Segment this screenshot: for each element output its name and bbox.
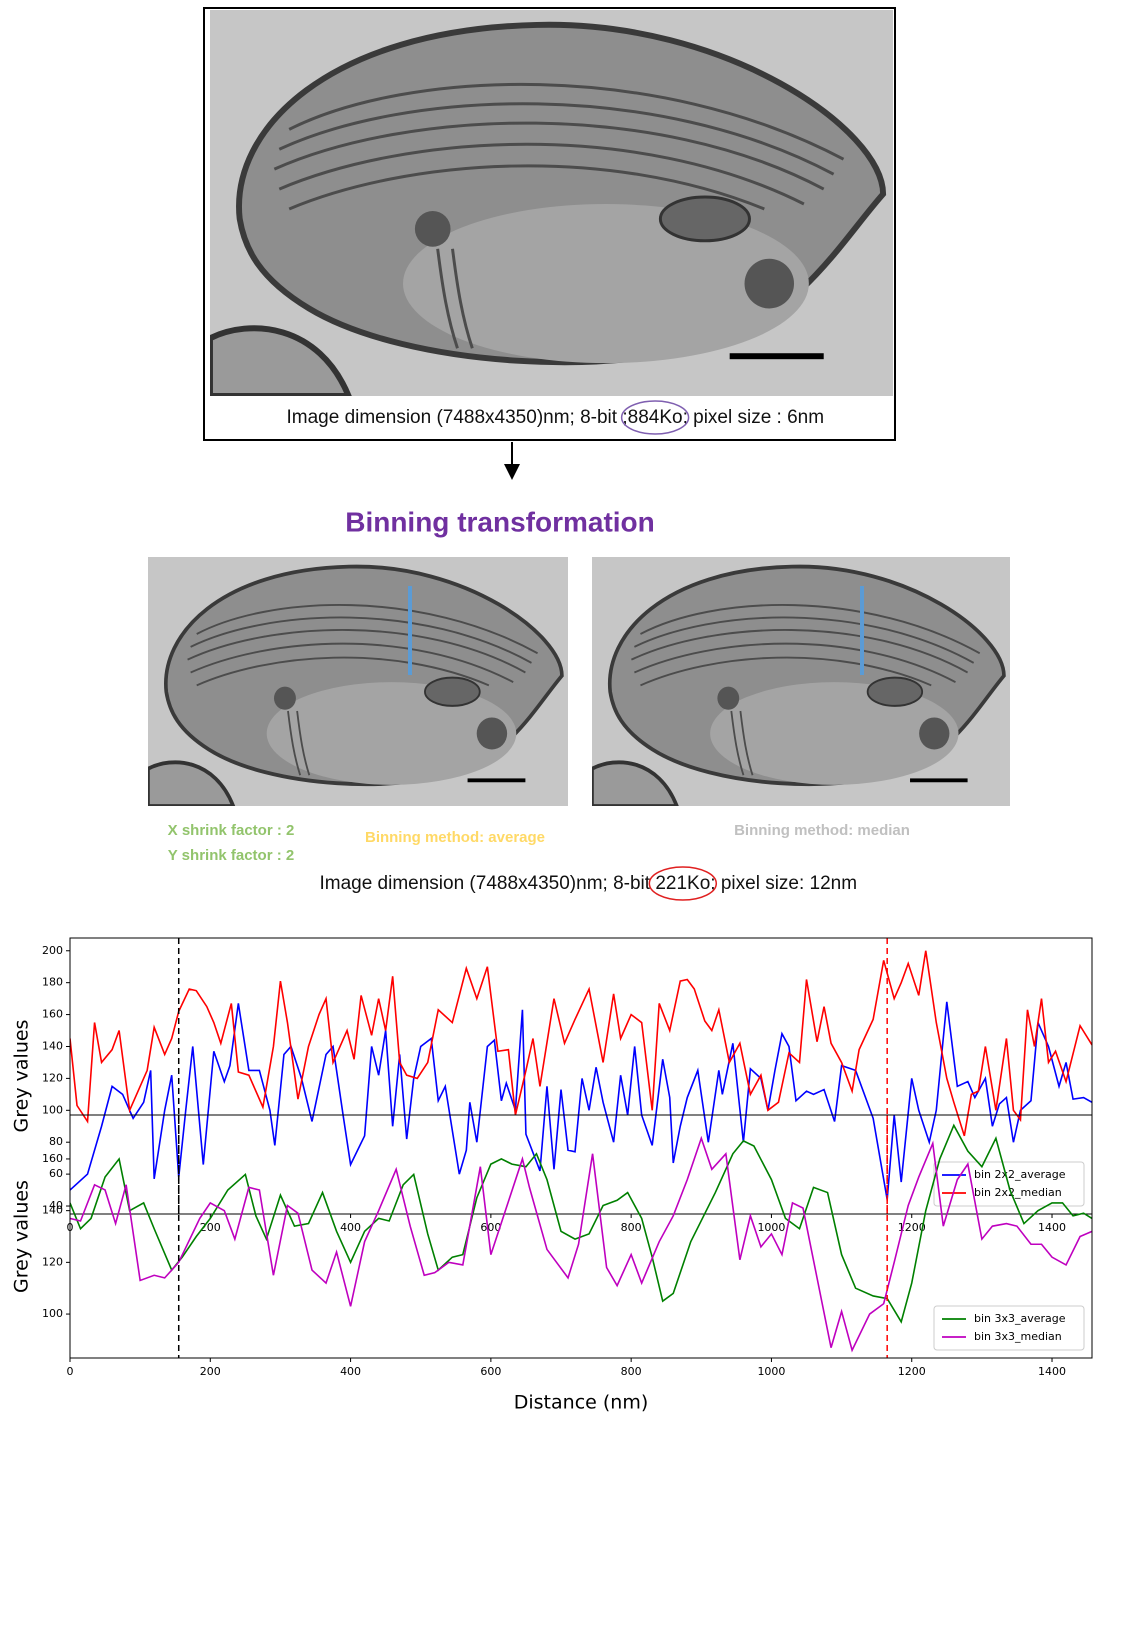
x-tick-label: 1000 (757, 1365, 785, 1378)
binning-caption: Image dimension (7488x4350)nm; 8-bit 221… (293, 873, 873, 894)
binning-title: Binning transformation (345, 506, 655, 537)
y-axis-label: Grey values (11, 1020, 33, 1133)
y-tick-label: 140 (42, 1204, 63, 1217)
arrow-head (504, 464, 520, 480)
x-tick-label: 1200 (898, 1365, 926, 1378)
legend-label: bin 3x3_average (974, 1312, 1066, 1325)
micrograph-median (592, 557, 1010, 806)
x-tick-label: 1400 (1038, 1221, 1066, 1234)
y-tick-label: 100 (42, 1307, 63, 1320)
x-axis-label: Distance (nm) (514, 1392, 649, 1414)
legend-label: bin 2x2_average (974, 1168, 1066, 1181)
y-shrink-label: Y shrink factor : 2 (168, 847, 294, 864)
x-tick-label: 800 (621, 1221, 642, 1234)
micrograph (210, 10, 893, 396)
x-tick-label: 800 (621, 1365, 642, 1378)
x-tick-label: 1400 (1038, 1365, 1066, 1378)
caption-part: ; pixel size: 12nm (710, 873, 857, 894)
x-tick-label: 600 (480, 1365, 501, 1378)
series-line (70, 951, 1092, 1136)
average-label: Binning method: average (365, 829, 545, 846)
y-tick-label: 120 (42, 1071, 63, 1084)
x-tick-label: 200 (200, 1365, 221, 1378)
y-tick-label: 160 (42, 1008, 63, 1021)
y-tick-label: 200 (42, 944, 63, 957)
figure: Image dimension (7488x4350)nm; 8-bit ;88… (0, 0, 1135, 1630)
legend-label: bin 2x2_median (974, 1186, 1062, 1199)
top-caption: Image dimension (7488x4350)nm; 8-bit ;88… (260, 407, 840, 428)
y-tick-label: 100 (42, 1103, 63, 1116)
x-tick-label: 400 (340, 1221, 361, 1234)
legend-label: bin 3x3_median (974, 1330, 1062, 1343)
x-tick-label: 400 (340, 1365, 361, 1378)
micrograph-average (148, 557, 568, 806)
caption-part: Image dimension (7488x4350)nm; 8-bit (319, 873, 655, 894)
caption-highlight: 221Ko (655, 873, 710, 894)
caption-part: Image dimension (7488x4350)nm; 8-bit ; (286, 407, 627, 428)
y-axis-label: Grey values (11, 1180, 33, 1293)
median-label: Binning method: median (734, 822, 910, 839)
y-tick-label: 140 (42, 1039, 63, 1052)
y-tick-label: 160 (42, 1152, 63, 1165)
y-tick-label: 120 (42, 1255, 63, 1268)
y-tick-label: 60 (49, 1167, 63, 1180)
caption-highlight: 884Ko (628, 407, 683, 428)
caption-part: ; pixel size : 6nm (683, 407, 825, 428)
x-shrink-label: X shrink factor : 2 (168, 822, 295, 839)
x-tick-label: 1000 (757, 1221, 785, 1234)
x-tick-label: 0 (67, 1365, 74, 1378)
y-tick-label: 80 (49, 1135, 63, 1148)
y-tick-label: 180 (42, 976, 63, 989)
